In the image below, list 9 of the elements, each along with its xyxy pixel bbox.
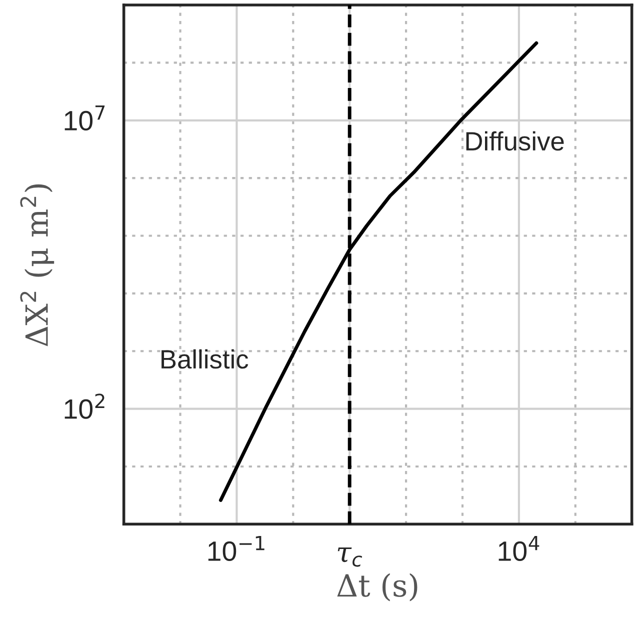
annotation: Ballistic xyxy=(162,349,248,369)
annotation: Diffusive xyxy=(466,131,564,151)
y-tick-label: 10$^{2}$ xyxy=(64,394,104,419)
x-axis-title: Δt (s) xyxy=(337,573,418,602)
x-tick-label: 10$^{4}$ xyxy=(498,536,540,562)
x-tick-label: 10$^{−1}$ xyxy=(208,536,264,562)
y-tick-label: 10$^{7}$ xyxy=(64,105,105,131)
y-axis-title: ΔX$^{2}$ (μ m$^{2}$) xyxy=(20,184,54,346)
x-tick-label: τ$_{c}$ xyxy=(338,547,362,567)
